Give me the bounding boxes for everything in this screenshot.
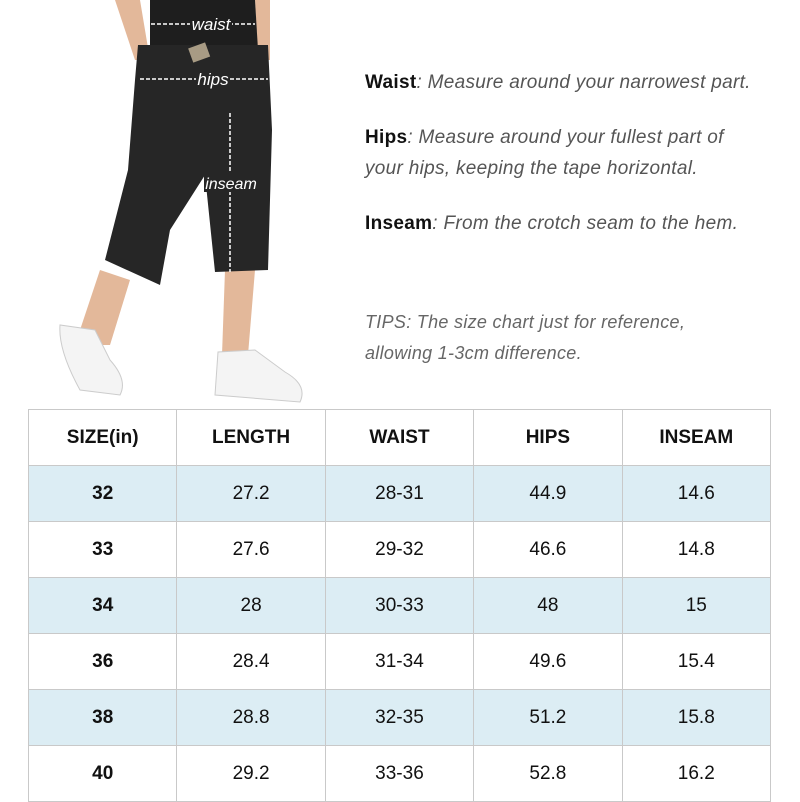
table-cell: 14.6	[621, 465, 772, 522]
header-waist: WAIST	[324, 409, 475, 466]
note-text: Measure around your fullest part of	[412, 127, 724, 148]
product-photo-pants: waist hips inseam	[0, 0, 320, 405]
table-cell: 33	[27, 521, 178, 578]
table-cell: 14.8	[621, 521, 772, 578]
table-cell: 31-34	[324, 633, 475, 690]
waist-label: waist	[192, 15, 232, 34]
table-cell: 34	[27, 577, 178, 634]
table-cell: 29-32	[324, 521, 475, 578]
table-cell: 52.8	[473, 745, 623, 802]
note-inseam: Inseam: From the crotch seam to the hem.	[365, 208, 738, 239]
table-cell: 27.2	[176, 465, 326, 522]
note-waist: Waist: Measure around your narrowest par…	[365, 67, 751, 98]
note-sep: :	[407, 127, 413, 148]
note-sep: :	[432, 213, 438, 234]
table-cell: 40	[27, 745, 178, 802]
table-cell: 28	[176, 577, 326, 634]
table-cell: 38	[27, 689, 178, 746]
note-text: your hips, keeping the tape horizontal.	[365, 158, 698, 179]
table-row: 36 28.4 31-34 49.6 15.4	[27, 633, 772, 690]
table-cell: 27.6	[176, 521, 326, 578]
table-cell: 28-31	[324, 465, 475, 522]
table-cell: 49.6	[473, 633, 623, 690]
table-cell: 15	[621, 577, 772, 634]
tips-line: TIPS: The size chart just for reference,	[365, 312, 686, 332]
note-term: Inseam	[365, 213, 433, 234]
table-cell: 28.4	[176, 633, 326, 690]
table-header-row: SIZE(in) LENGTH WAIST HIPS INSEAM	[27, 409, 772, 466]
table-cell: 16.2	[621, 745, 772, 802]
note-text: From the crotch seam to the hem.	[437, 213, 739, 234]
tips-line: allowing 1-3cm difference.	[365, 343, 582, 363]
size-chart-table: SIZE(in) LENGTH WAIST HIPS INSEAM 32 27.2…	[27, 409, 772, 802]
table-cell: 32-35	[324, 689, 475, 746]
hips-label: hips	[197, 70, 229, 89]
note-term: Waist	[365, 72, 417, 93]
note-sep: :	[416, 72, 423, 93]
table-row: 33 27.6 29-32 46.6 14.8	[27, 521, 772, 578]
table-cell: 32	[27, 465, 178, 522]
inseam-label: inseam	[205, 176, 257, 193]
note-term: Hips	[365, 127, 408, 148]
header-hips: HIPS	[473, 409, 623, 466]
table-cell: 30-33	[324, 577, 475, 634]
note-hips: Hips: Measure around your fullest part o…	[365, 122, 724, 184]
table-cell: 46.6	[473, 521, 623, 578]
table-cell: 51.2	[473, 689, 623, 746]
tips-note: TIPS: The size chart just for reference,…	[365, 307, 685, 369]
table-cell: 36	[27, 633, 178, 690]
table-row: 32 27.2 28-31 44.9 14.6	[27, 465, 772, 522]
table-cell: 48	[473, 577, 623, 634]
note-text: Measure around your narrowest part.	[422, 72, 751, 93]
table-row: 34 28 30-33 48 15	[27, 577, 772, 634]
table-row: 38 28.8 32-35 51.2 15.8	[27, 689, 772, 746]
table-cell: 44.9	[473, 465, 623, 522]
table-cell: 29.2	[176, 745, 326, 802]
header-inseam: INSEAM	[621, 409, 772, 466]
table-cell: 28.8	[176, 689, 326, 746]
header-length: LENGTH	[176, 409, 326, 466]
table-cell: 15.4	[621, 633, 772, 690]
table-cell: 15.8	[621, 689, 772, 746]
table-cell: 33-36	[324, 745, 475, 802]
table-row: 40 29.2 33-36 52.8 16.2	[27, 745, 772, 802]
header-size: SIZE(in)	[27, 409, 178, 466]
